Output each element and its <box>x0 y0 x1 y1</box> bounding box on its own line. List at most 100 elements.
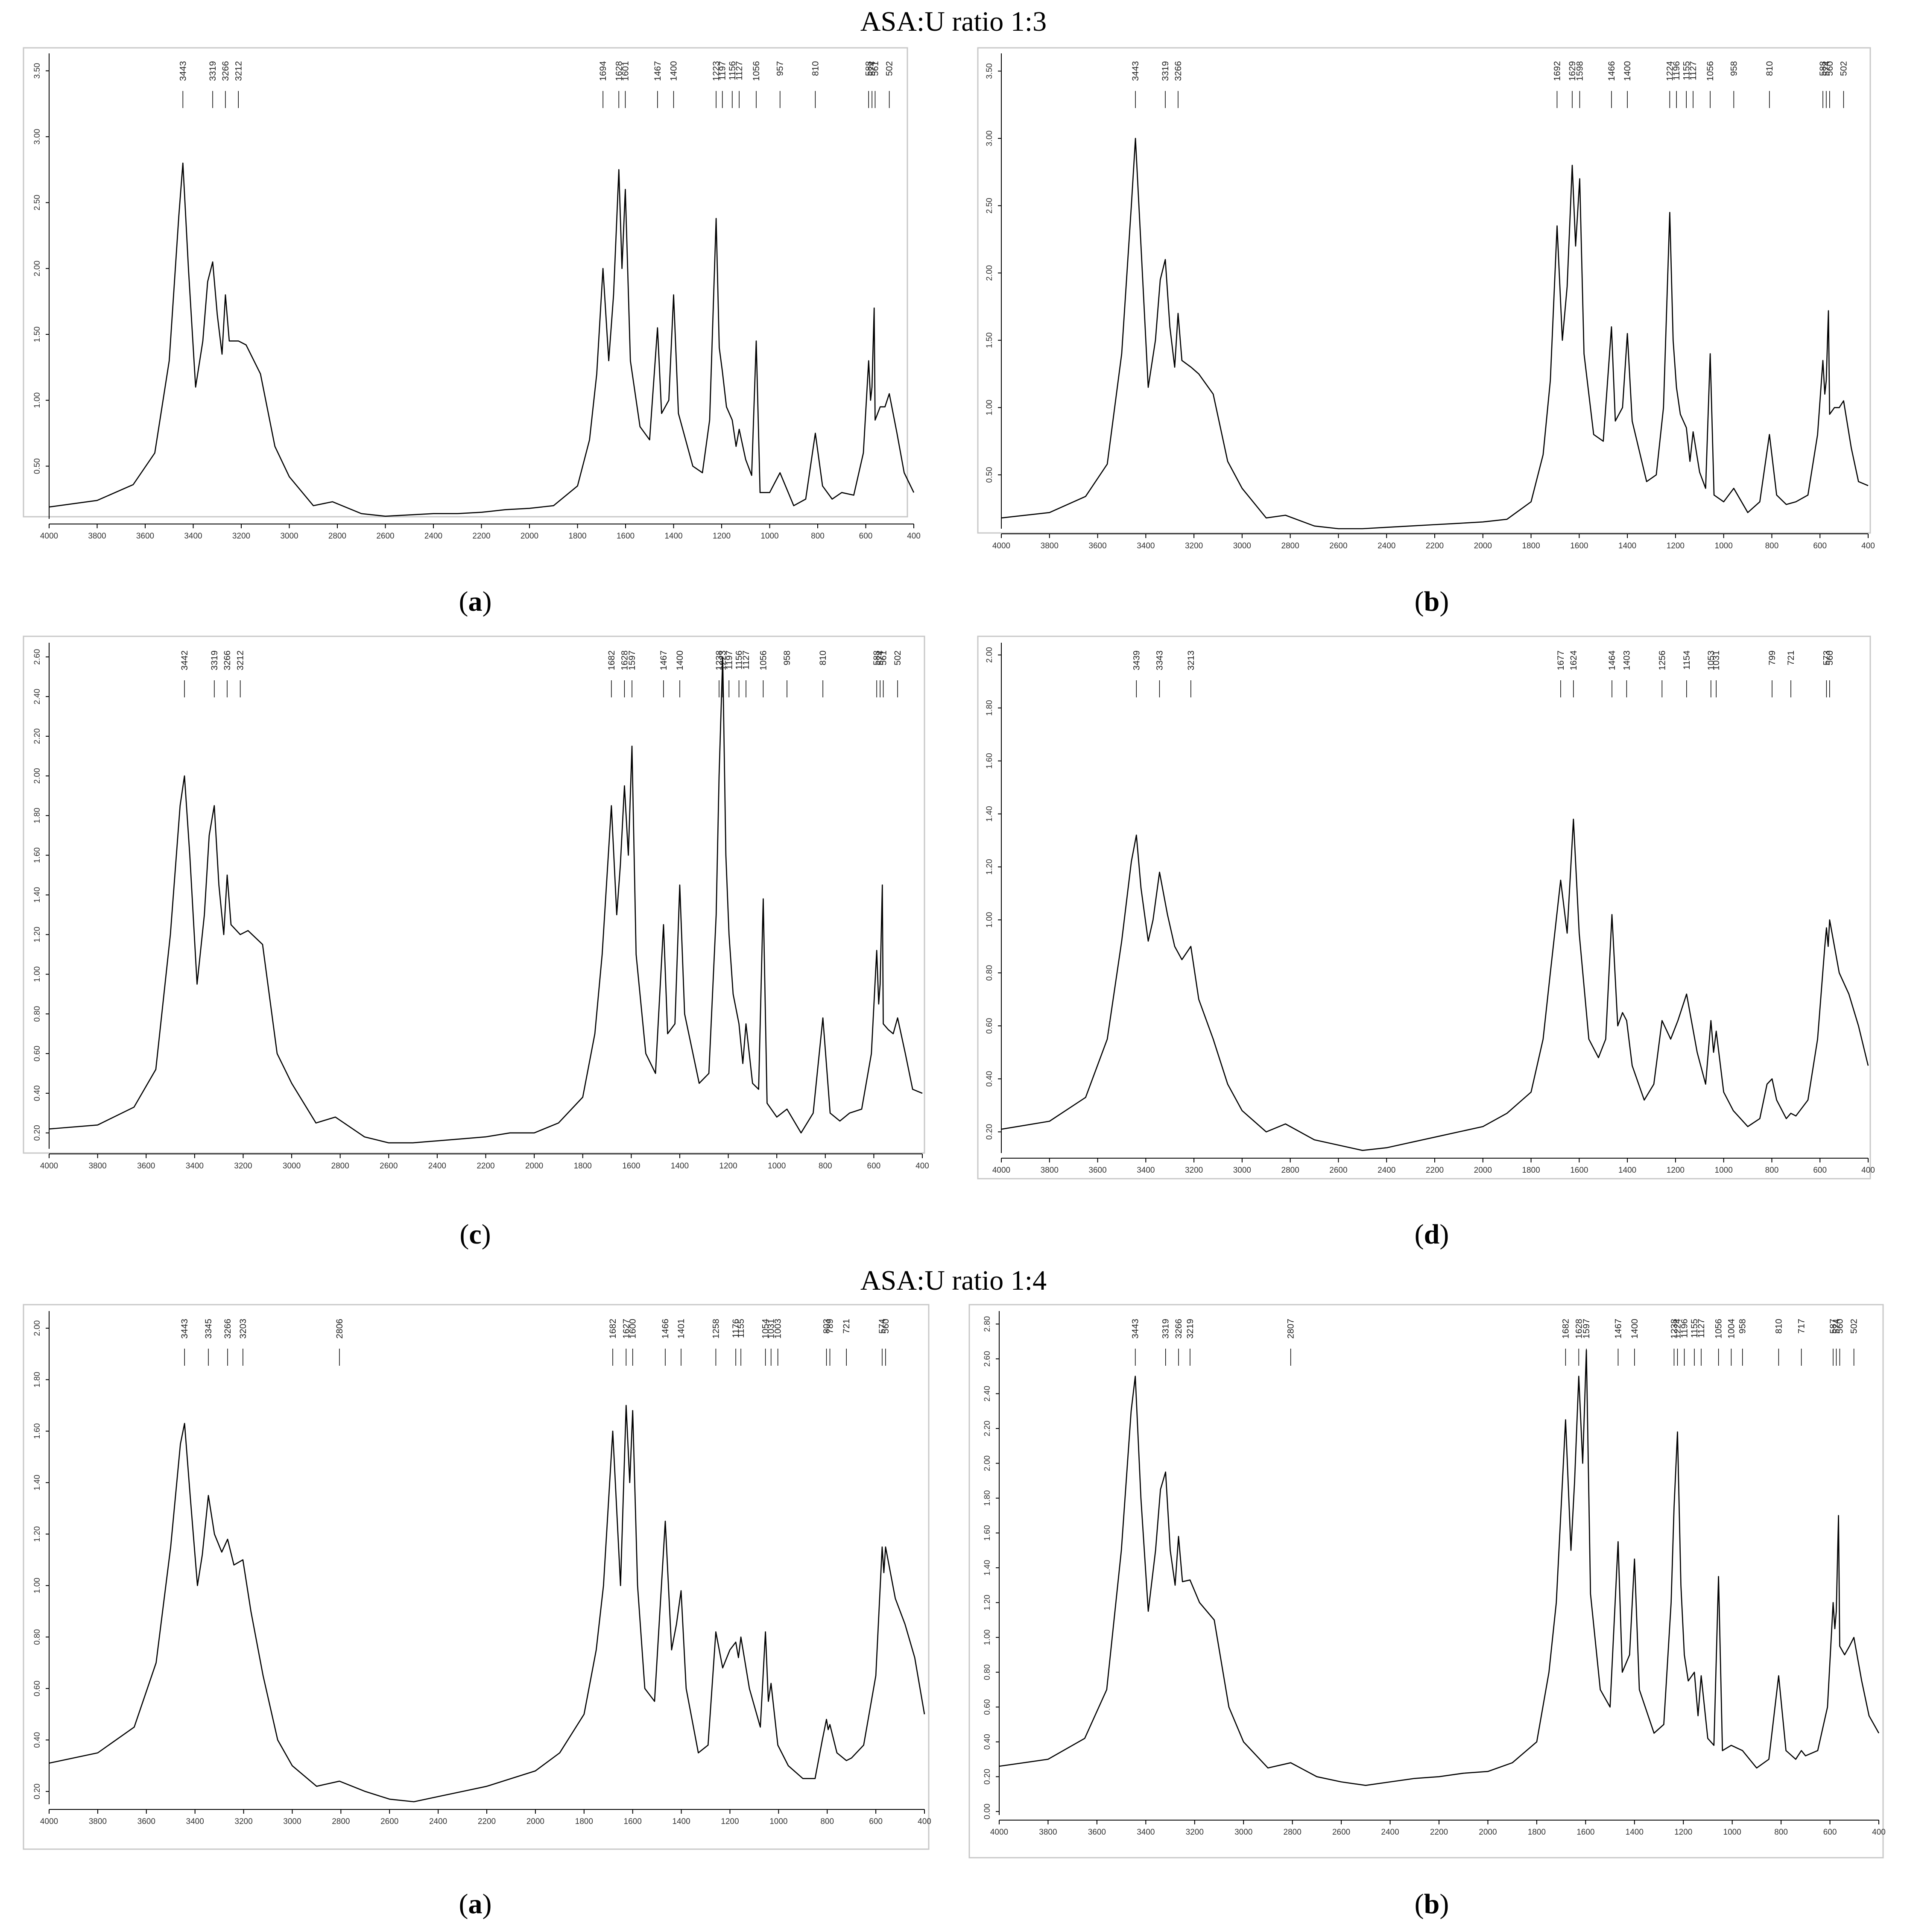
peak-label: 1197 <box>724 650 734 670</box>
x-tick-label: 2000 <box>1479 1828 1497 1837</box>
peak-label: 3219 <box>1185 1319 1195 1339</box>
peak-label: 1694 <box>598 61 608 81</box>
y-tick-label: 2.60 <box>33 649 42 665</box>
x-tick-label: 4000 <box>990 1828 1008 1837</box>
x-tick-label: 4000 <box>40 1162 58 1171</box>
y-tick-label: 2.00 <box>33 1320 42 1336</box>
peak-label: 1004 <box>1726 1319 1736 1339</box>
y-tick-label: 1.50 <box>985 332 994 348</box>
peak-label: 561 <box>879 650 889 665</box>
peak-label: 1403 <box>1622 650 1632 670</box>
peak-label: 1677 <box>1556 650 1566 670</box>
x-tick-label: 3600 <box>1088 1166 1106 1175</box>
plot-frame <box>23 635 925 1154</box>
x-tick-label: 3800 <box>1039 1828 1057 1837</box>
peak-label: 810 <box>1765 61 1775 76</box>
spectrum-panel-b-ratio-1-4: 4000 3800 3600 3400 3200 3000 2800 2600 2400 2200… <box>968 1304 1886 1859</box>
x-tick-label: 800 <box>820 1817 834 1826</box>
peak-label: 502 <box>885 61 895 76</box>
x-tick-label: 600 <box>1813 1166 1827 1175</box>
y-tick-label: 0.20 <box>33 1783 42 1799</box>
x-tick-label: 3200 <box>1185 1166 1203 1175</box>
caption-panel-3: (d) <box>1415 1219 1449 1250</box>
spectrum-line <box>49 162 915 517</box>
peak-label: 958 <box>1738 1319 1748 1334</box>
x-tick-label: 600 <box>869 1817 883 1826</box>
x-tick-label: 4000 <box>40 1817 58 1826</box>
y-tick-label: 0.50 <box>985 467 994 483</box>
y-tick-label: 1.40 <box>985 806 994 822</box>
x-tick-label: 3400 <box>1137 1828 1155 1837</box>
x-tick-label: 1800 <box>1522 542 1540 550</box>
y-tick-label: 1.40 <box>33 1475 42 1490</box>
x-tick-label: 800 <box>811 532 825 541</box>
peak-label: 1598 <box>1575 61 1585 81</box>
x-tick-label: 1200 <box>719 1162 737 1171</box>
x-tick-label: 3600 <box>1088 1828 1106 1837</box>
x-tick-label: 1600 <box>617 532 635 541</box>
peak-label: 588 <box>864 61 874 76</box>
peak-label: 1401 <box>676 1319 686 1339</box>
peak-label: 810 <box>1774 1319 1784 1334</box>
peak-label: 3319 <box>1161 1319 1171 1339</box>
peak-label: 3213 <box>1186 650 1196 670</box>
peak-label: 1127 <box>1688 61 1698 80</box>
x-tick-label: 2400 <box>428 1162 446 1171</box>
peak-label: 810 <box>818 650 828 665</box>
peak-label: 1224 <box>1665 61 1675 81</box>
peak-label: 587 <box>1828 1319 1838 1334</box>
peak-label: 1629 <box>1568 61 1577 81</box>
x-tick-label: 1400 <box>1626 1828 1644 1837</box>
peak-label: 1627 <box>621 1319 631 1339</box>
x-tick-label: 3200 <box>1185 542 1203 550</box>
x-tick-label: 1200 <box>1667 542 1685 550</box>
peak-label: 560 <box>1825 650 1835 665</box>
x-tick-label: 2800 <box>1281 1166 1299 1175</box>
x-tick-label: 2200 <box>472 532 490 541</box>
peak-label: 1155 <box>1690 1319 1699 1338</box>
spectrum-line <box>999 1349 1880 1786</box>
plot-frame <box>23 1304 930 1850</box>
peak-label: 1127 <box>734 61 744 80</box>
caption-letter: a <box>468 1888 483 1920</box>
x-tick-label: 2600 <box>1329 1166 1347 1175</box>
y-tick-label: 1.80 <box>983 1490 992 1506</box>
y-tick-label: 3.00 <box>33 129 42 145</box>
peak-label: 1597 <box>627 650 637 670</box>
x-tick-label: 2200 <box>477 1162 494 1171</box>
peak-label: 574 <box>1831 1319 1841 1334</box>
y-tick-label: 1.40 <box>33 887 42 903</box>
peak-label: 1127 <box>741 650 751 670</box>
peak-label: 1003 <box>773 1319 783 1339</box>
y-tick-label: 0.40 <box>33 1732 42 1748</box>
x-tick-label: 1000 <box>760 532 778 541</box>
peak-label: 1056 <box>758 650 768 670</box>
peak-label: 1156 <box>734 650 744 670</box>
x-tick-label: 600 <box>1823 1828 1837 1837</box>
x-tick-label: 600 <box>1813 542 1827 550</box>
caption-letter: d <box>1424 1219 1440 1250</box>
x-tick-label: 1400 <box>1618 1166 1636 1175</box>
peak-label: 1154 <box>1682 650 1692 670</box>
x-tick-label: 3000 <box>283 1817 301 1826</box>
y-tick-label: 2.20 <box>983 1420 992 1436</box>
peak-label: 588 <box>872 650 882 665</box>
x-tick-label: 1200 <box>1674 1828 1692 1837</box>
x-tick-label: 2000 <box>526 1817 544 1826</box>
x-tick-label: 3200 <box>234 1817 252 1826</box>
y-tick-label: 1.00 <box>985 912 994 928</box>
peak-label: 588 <box>1818 61 1828 76</box>
x-tick-label: 2800 <box>1284 1828 1302 1837</box>
x-tick-label: 3000 <box>1233 542 1251 550</box>
x-tick-label: 2600 <box>380 1817 398 1826</box>
peak-label: 3443 <box>178 61 188 81</box>
peak-label: 561 <box>870 61 880 76</box>
x-tick-label: 2000 <box>521 532 538 541</box>
x-tick-label: 1600 <box>624 1817 642 1826</box>
y-tick-label: 2.00 <box>33 261 42 276</box>
caption-panel-1: (b) <box>1415 586 1449 617</box>
x-tick-label: 2600 <box>1332 1828 1350 1837</box>
plot-frame <box>23 47 908 518</box>
peak-label: 574 <box>1822 61 1831 76</box>
y-tick-label: 1.00 <box>33 966 42 982</box>
